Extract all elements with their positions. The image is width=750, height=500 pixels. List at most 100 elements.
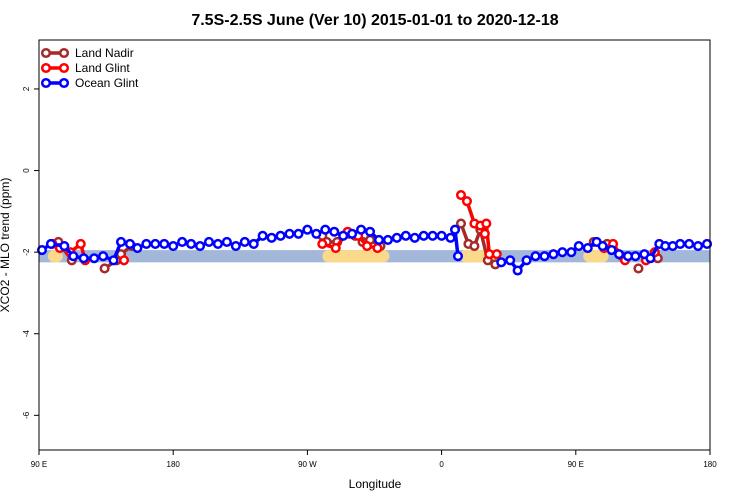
- data-point: [449, 224, 461, 235]
- data-series: [36, 189, 713, 276]
- data-point: [582, 243, 593, 254]
- data-point: [330, 243, 341, 254]
- chart-title: 7.5S-2.5S June (Ver 10) 2015-01-01 to 20…: [191, 12, 558, 29]
- y-axis-label: XCO2 - MLO trend (ppm): [0, 178, 12, 313]
- land-band: [583, 250, 609, 263]
- data-point: [317, 238, 328, 250]
- data-point: [99, 263, 110, 274]
- data-point: [347, 228, 358, 239]
- data-point: [684, 238, 695, 250]
- y-tick-label: -2: [22, 248, 31, 256]
- data-point: [372, 243, 383, 254]
- legend-marker: [40, 62, 52, 74]
- x-tick-label: 0: [439, 460, 444, 469]
- data-point: [409, 232, 420, 243]
- data-point: [675, 238, 686, 250]
- x-tick-label: 90 E: [31, 460, 47, 469]
- data-point: [361, 240, 373, 252]
- data-point: [633, 263, 644, 274]
- data-point: [68, 251, 79, 262]
- data-point: [630, 251, 641, 262]
- x-tick-label: 180: [703, 460, 717, 469]
- data-point: [329, 226, 340, 237]
- data-point: [701, 238, 713, 250]
- data-point: [356, 224, 367, 235]
- data-point: [75, 238, 86, 250]
- y-tick-label: 0: [22, 168, 31, 173]
- data-point: [257, 230, 268, 241]
- data-point: [606, 245, 617, 256]
- data-point: [36, 245, 48, 256]
- data-point: [284, 228, 295, 239]
- data-point: [445, 232, 456, 243]
- data-point: [455, 218, 467, 229]
- data-point: [469, 240, 480, 252]
- data-point: [557, 247, 568, 258]
- data-point: [382, 234, 393, 245]
- data-point: [150, 238, 161, 250]
- land-band: [322, 250, 390, 263]
- legend-marker: [58, 77, 70, 89]
- series-ocean-glint: [36, 224, 713, 276]
- data-point: [418, 230, 429, 241]
- plot-area-frame: [38, 39, 711, 451]
- data-point: [78, 253, 89, 264]
- x-axis: 90 E 180 90 W 0 90 E 180: [31, 450, 717, 469]
- data-point: [89, 253, 100, 264]
- data-point: [302, 224, 313, 235]
- x-tick-label: 180: [167, 460, 181, 469]
- data-point: [132, 243, 143, 254]
- data-point: [400, 230, 411, 241]
- data-point: [539, 251, 550, 262]
- legend-label: Land Nadir: [75, 46, 134, 60]
- data-point: [168, 240, 179, 252]
- data-point: [481, 218, 492, 229]
- data-point: [108, 255, 119, 266]
- data-point: [212, 238, 223, 250]
- data-point: [566, 247, 577, 258]
- data-point: [455, 189, 467, 201]
- data-point: [505, 255, 516, 266]
- x-tick-label: 90 E: [568, 460, 584, 469]
- data-point: [373, 234, 385, 245]
- data-point: [98, 251, 109, 262]
- data-point: [194, 240, 206, 252]
- legend-marker: [58, 47, 70, 59]
- data-point: [45, 238, 56, 250]
- y-tick-label: -4: [22, 330, 31, 338]
- data-point: [266, 232, 277, 243]
- data-point: [613, 249, 625, 260]
- data-point: [391, 232, 402, 243]
- x-tick-label: 90 W: [298, 460, 317, 469]
- data-point: [645, 253, 656, 264]
- data-point: [239, 236, 250, 247]
- data-point: [115, 236, 127, 247]
- data-point: [118, 255, 130, 266]
- data-point: [573, 240, 584, 252]
- data-point: [479, 228, 490, 239]
- legend-marker: [58, 62, 70, 74]
- data-point: [275, 230, 286, 241]
- legend-marker: [40, 47, 52, 59]
- data-point: [203, 236, 215, 247]
- data-point: [177, 236, 188, 247]
- data-point: [59, 240, 70, 252]
- data-point: [338, 230, 349, 241]
- data-point: [248, 238, 259, 250]
- data-point: [436, 230, 447, 241]
- data-point: [320, 224, 331, 235]
- y-axis: 2 0 -2 -4 -6: [22, 86, 39, 419]
- data-point: [230, 240, 241, 252]
- data-point: [548, 249, 559, 260]
- data-point: [496, 257, 507, 268]
- legend-label: Ocean Glint: [75, 76, 139, 90]
- land-band: [47, 250, 63, 263]
- data-point: [124, 238, 136, 250]
- series-segment: [484, 221, 492, 256]
- legend-label: Land Glint: [75, 61, 130, 75]
- data-point: [159, 238, 170, 250]
- data-point: [293, 228, 304, 239]
- data-point: [521, 255, 532, 266]
